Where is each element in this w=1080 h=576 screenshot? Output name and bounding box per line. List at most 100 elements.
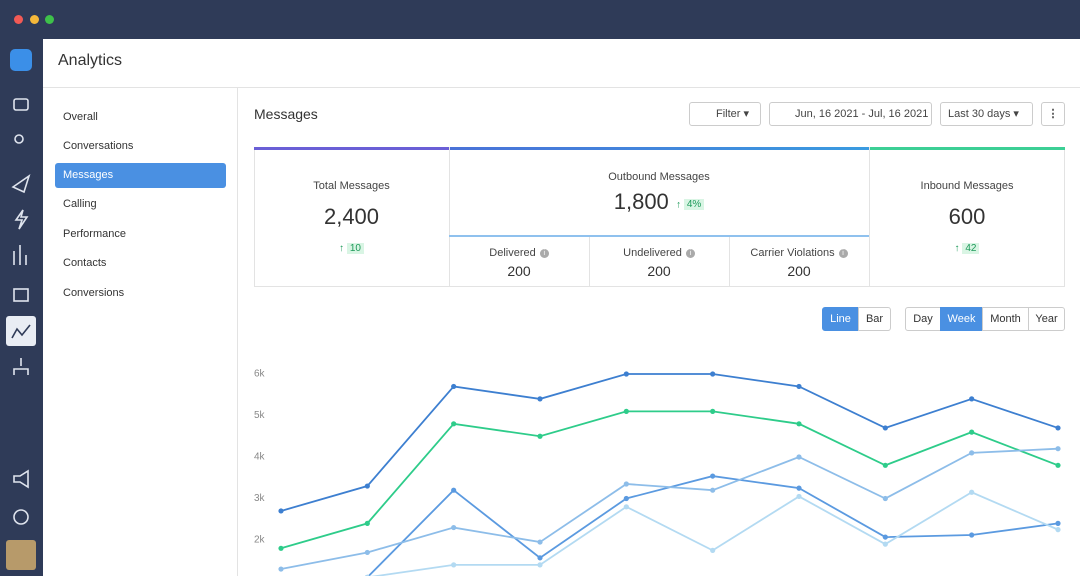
max-dot[interactable] (45, 15, 54, 24)
y-tick-label: 3k (254, 493, 266, 504)
data-point (882, 425, 888, 431)
toggle-week[interactable]: Week (940, 307, 983, 331)
bolt-icon[interactable] (14, 209, 29, 230)
data-point (1055, 425, 1061, 431)
data-point (882, 541, 888, 547)
outbound-accent (449, 147, 869, 150)
nav-item[interactable]: Contacts (63, 257, 107, 269)
data-point (710, 487, 716, 493)
send-icon[interactable] (11, 174, 31, 194)
title-bar (0, 0, 1080, 39)
data-point (796, 485, 802, 491)
bars-icon[interactable] (13, 245, 27, 265)
data-point (623, 408, 629, 414)
series-line (280, 447, 1059, 570)
data-point (796, 493, 802, 500)
stat-label: Total Messages (313, 180, 390, 192)
stat-value: 1,800 (613, 189, 669, 214)
more-button[interactable]: ⋮ (1041, 102, 1065, 126)
help-icon[interactable] (13, 509, 29, 525)
breakdown-text: Delivered (489, 247, 536, 259)
data-point (537, 396, 543, 402)
period-button[interactable]: Last 30 days ▾ (940, 102, 1033, 126)
data-point (451, 524, 457, 531)
data-point (364, 549, 370, 556)
toggle-month[interactable]: Month (982, 307, 1029, 331)
data-point (710, 473, 716, 479)
section-title: Messages (254, 106, 318, 122)
series-line (280, 373, 1059, 512)
toggle-line[interactable]: Line (822, 307, 859, 331)
nav-item[interactable]: Performance (63, 228, 126, 240)
info-icon[interactable]: i (539, 248, 549, 258)
line-chart: 2k 3k 4k 5k 6k (254, 369, 1061, 576)
tree-icon[interactable] (13, 358, 29, 375)
toggle-year[interactable]: Year (1028, 307, 1065, 331)
data-point (969, 450, 975, 456)
stat-change-value: 42 (962, 243, 980, 254)
data-point (278, 508, 284, 514)
stat-change: ↑ 42 (869, 243, 1065, 254)
date-label: Jun, 16 2021 - Jul, 16 2021 (795, 108, 929, 120)
data-point (451, 383, 457, 390)
data-point (796, 454, 802, 460)
data-point (969, 429, 975, 435)
y-tick-label: 6k (254, 369, 266, 380)
avatar[interactable] (6, 540, 36, 570)
nav-item[interactable]: Conversions (63, 287, 125, 299)
data-point (882, 495, 888, 502)
stat-change-value: 4% (683, 199, 705, 211)
toggle-bar[interactable]: Bar (858, 307, 891, 331)
nav-item[interactable]: Messages (55, 163, 226, 188)
megaphone-icon[interactable] (13, 469, 29, 489)
app-title: Analytics (58, 52, 123, 69)
chat-icon[interactable] (13, 98, 29, 111)
info-icon[interactable]: i (838, 248, 848, 258)
close-dot[interactable] (14, 15, 23, 24)
filter-button[interactable]: Filter ▾ (689, 102, 761, 126)
data-point (969, 396, 975, 402)
data-point (969, 532, 975, 538)
total-accent (254, 147, 449, 150)
rail-icons (6, 49, 36, 570)
data-point (537, 562, 543, 568)
logo[interactable] (10, 49, 32, 71)
analytics-icon[interactable] (6, 316, 36, 346)
icon-rail (0, 39, 43, 576)
min-dot[interactable] (30, 15, 39, 24)
breakdown-value: 200 (787, 263, 811, 279)
info-icon[interactable]: i (685, 248, 695, 258)
data-point (364, 520, 370, 526)
filter-label: Filter (716, 108, 741, 120)
toggle-day[interactable]: Day (905, 307, 941, 331)
card-divider (589, 237, 590, 287)
data-point (710, 408, 716, 414)
header-divider (43, 87, 1080, 88)
building-icon[interactable] (13, 288, 29, 302)
nav-item[interactable]: Conversations (63, 140, 134, 152)
nav-item[interactable]: Calling (63, 198, 97, 210)
stat-change-value: 10 (346, 243, 364, 254)
analytics-glyph (11, 324, 31, 339)
data-point (710, 371, 716, 377)
stat-value: 2,400 (323, 204, 380, 229)
y-tick-label: 2k (254, 535, 266, 546)
data-point (623, 371, 629, 377)
data-point (623, 481, 629, 487)
users-icon[interactable] (14, 134, 24, 144)
data-point (537, 555, 543, 561)
data-point (278, 545, 284, 551)
date-button[interactable]: Jun, 16 2021 - Jul, 16 2021 (769, 102, 932, 126)
data-point (1055, 520, 1061, 526)
inbound-accent (869, 147, 1065, 150)
data-point (364, 483, 370, 489)
data-point (623, 495, 629, 502)
stat-change: ↑ 4% (673, 199, 705, 211)
data-point (796, 383, 802, 390)
data-point (882, 462, 888, 468)
stat-change: ↑ 10 (254, 243, 449, 254)
card-divider (729, 237, 730, 287)
breakdown-text: Carrier Violations (750, 247, 835, 259)
nav-item[interactable]: Overall (63, 111, 98, 123)
